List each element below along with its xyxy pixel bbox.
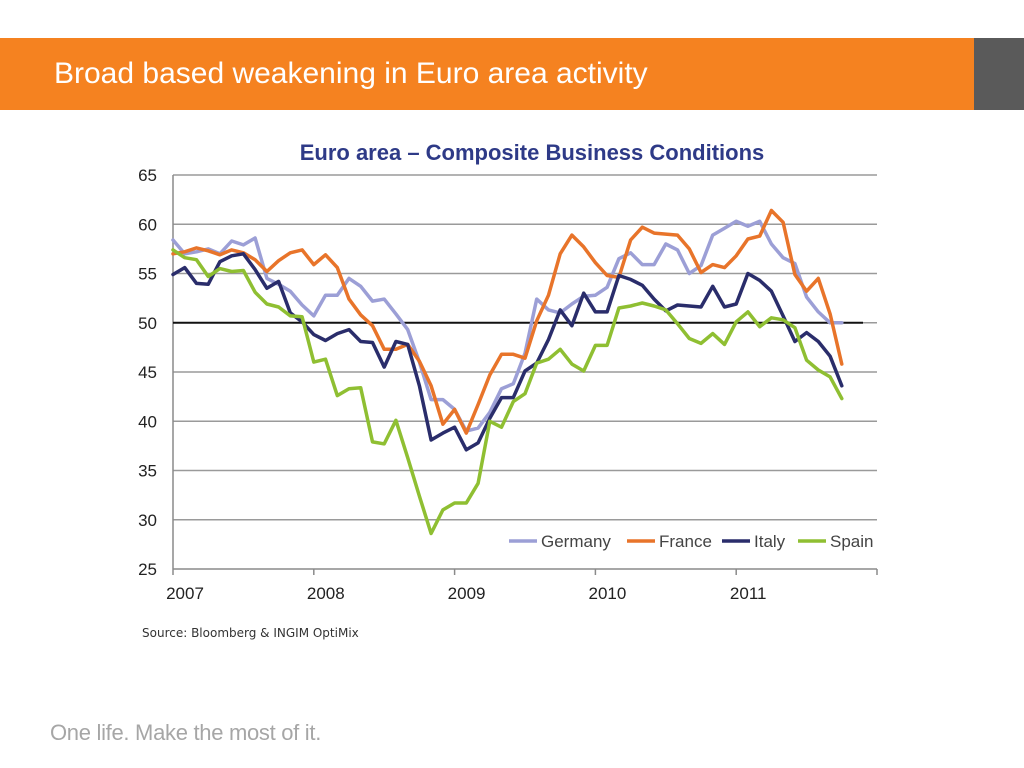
x-tick-label: 2010 [588, 584, 626, 603]
x-tick-label: 2007 [166, 584, 204, 603]
series-line-spain [171, 248, 844, 536]
line-chart: Euro area – Composite Business Condition… [138, 140, 878, 603]
tagline: One life. Make the most of it. [50, 720, 322, 745]
y-axis-ticks: 65 60 55 50 45 40 35 30 25 [138, 166, 157, 579]
y-tick-label: 55 [138, 265, 157, 284]
chart-legend: Germany France Italy Spain [509, 532, 873, 551]
legend-label-france: France [659, 532, 712, 551]
x-tick-label: 2009 [448, 584, 486, 603]
series-line-france [171, 208, 844, 435]
y-tick-label: 65 [138, 166, 157, 185]
y-tick-label: 60 [138, 215, 157, 234]
y-tick-label: 30 [138, 511, 157, 530]
y-tick-label: 50 [138, 314, 157, 333]
series-lines [171, 208, 844, 536]
chart-container: Euro area – Composite Business Condition… [0, 120, 1024, 620]
header-accent-block [974, 38, 1024, 110]
header-bar [0, 38, 974, 110]
y-tick-label: 40 [138, 412, 157, 431]
x-axis-ticks: 2007 2008 2009 2010 2011 [166, 569, 878, 603]
legend-label-germany: Germany [541, 532, 611, 551]
series-line-germany [171, 219, 844, 433]
chart-title: Euro area – Composite Business Condition… [300, 140, 765, 165]
legend-label-italy: Italy [754, 532, 786, 551]
slide-title: Broad based weakening in Euro area activ… [54, 57, 648, 90]
legend-label-spain: Spain [830, 532, 873, 551]
source-note: Source: Bloomberg & INGIM OptiMix [142, 626, 359, 640]
series-line-italy [171, 252, 844, 452]
y-tick-label: 45 [138, 363, 157, 382]
x-tick-label: 2008 [307, 584, 345, 603]
x-tick-label: 2011 [730, 584, 767, 603]
y-tick-label: 25 [138, 560, 157, 579]
y-tick-label: 35 [138, 462, 157, 481]
